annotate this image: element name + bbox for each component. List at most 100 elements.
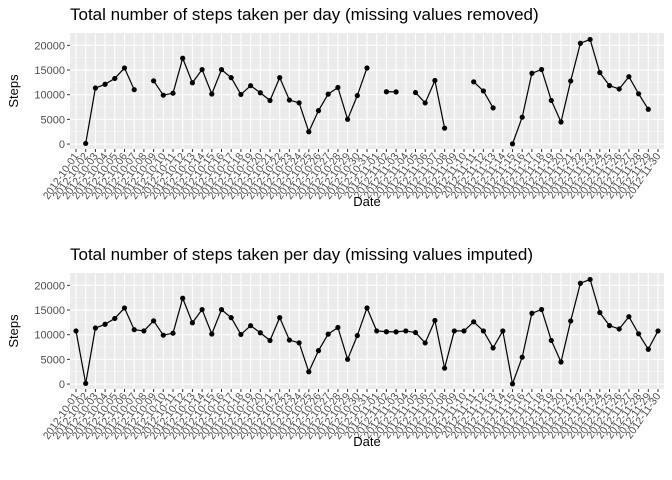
series-line-segment xyxy=(628,76,640,95)
data-point xyxy=(286,97,292,103)
series-line-segment xyxy=(356,307,368,336)
data-point xyxy=(374,328,380,334)
data-point xyxy=(509,381,516,387)
chart-panel-2: Total number of steps taken per day (mis… xyxy=(6,245,664,449)
series-line-segment xyxy=(434,320,446,369)
series-line-segment xyxy=(541,69,552,101)
data-point xyxy=(442,365,448,371)
data-point xyxy=(471,79,477,85)
data-point xyxy=(529,310,535,316)
data-point xyxy=(189,320,195,326)
data-point xyxy=(73,328,79,334)
data-point xyxy=(160,332,166,338)
series-line-segment xyxy=(75,330,87,384)
data-point xyxy=(141,328,147,334)
series-line-segment xyxy=(279,77,290,101)
chart-title: Total number of steps taken per day (mis… xyxy=(70,5,539,24)
data-point xyxy=(354,332,360,339)
data-point xyxy=(480,328,486,334)
y-tick-label: 5000 xyxy=(41,354,65,366)
data-point xyxy=(131,87,137,93)
y-axis-title: Steps xyxy=(6,74,21,108)
y-tick-label: 15000 xyxy=(34,305,65,317)
data-point xyxy=(364,305,370,311)
data-point xyxy=(112,315,118,322)
data-point xyxy=(364,65,370,71)
series-line-segment xyxy=(317,93,329,111)
data-point xyxy=(597,69,603,76)
data-point xyxy=(345,356,351,362)
series-line-segment xyxy=(560,320,572,363)
series-line-segment xyxy=(123,307,135,330)
data-point xyxy=(228,315,234,321)
data-point xyxy=(539,66,545,73)
series-line-segment xyxy=(482,330,494,349)
y-tick-label: 0 xyxy=(59,379,65,391)
series-line-segment xyxy=(570,283,581,322)
data-point xyxy=(519,114,525,120)
data-point xyxy=(257,330,263,336)
series-line-segment xyxy=(599,312,610,327)
chart-panel-1: Total number of steps taken per day (mis… xyxy=(6,5,664,209)
data-point xyxy=(548,97,554,104)
series-line-segment xyxy=(182,298,193,323)
data-point xyxy=(92,85,98,91)
series-line-segment xyxy=(366,307,378,332)
series-line-segment xyxy=(269,317,281,341)
data-point xyxy=(626,314,632,320)
data-point xyxy=(83,380,89,387)
series-line-segment xyxy=(482,90,494,109)
data-point xyxy=(412,329,419,336)
series-line-segment xyxy=(511,117,523,145)
data-point xyxy=(209,331,215,337)
data-point xyxy=(306,129,312,135)
data-point xyxy=(636,331,642,337)
data-point xyxy=(112,75,118,82)
data-point xyxy=(325,331,331,337)
series-line-segment xyxy=(444,330,455,369)
series-line-segment xyxy=(172,298,184,334)
y-tick-label: 20000 xyxy=(34,280,65,292)
data-point xyxy=(509,141,516,147)
data-point xyxy=(151,78,157,84)
data-point xyxy=(83,140,89,147)
series-line-segment xyxy=(638,93,649,110)
data-point xyxy=(432,77,438,84)
data-point xyxy=(354,92,360,99)
data-point xyxy=(335,324,341,331)
y-tick-label: 10000 xyxy=(34,330,65,342)
data-point xyxy=(286,337,292,343)
data-point xyxy=(296,100,302,106)
data-point xyxy=(306,369,312,375)
data-point xyxy=(180,295,186,301)
series-line-segment xyxy=(589,279,601,313)
y-tick-label: 20000 xyxy=(34,40,65,52)
y-tick-label: 15000 xyxy=(34,65,65,77)
data-point xyxy=(577,280,584,286)
series-line-segment xyxy=(201,309,213,335)
data-point xyxy=(393,329,399,335)
series-line-segment xyxy=(85,87,96,144)
data-point xyxy=(257,90,263,96)
data-point xyxy=(558,359,564,365)
data-point xyxy=(558,119,564,125)
series-line-segment xyxy=(618,316,630,330)
data-point xyxy=(335,84,341,91)
data-point xyxy=(626,74,632,80)
series-line-segment xyxy=(424,320,436,344)
data-point xyxy=(393,89,399,95)
series-line-segment xyxy=(269,77,281,101)
data-point xyxy=(606,83,613,89)
data-point xyxy=(209,91,215,97)
y-tick-label: 5000 xyxy=(41,114,65,126)
y-tick-label: 0 xyxy=(59,139,65,151)
data-point xyxy=(238,331,244,338)
x-axis-title: Date xyxy=(353,434,380,449)
data-point xyxy=(170,90,176,96)
series-line-segment xyxy=(618,76,630,90)
data-point xyxy=(121,305,128,311)
data-point xyxy=(238,91,244,98)
series-line-segment xyxy=(211,69,223,95)
data-point xyxy=(597,309,603,316)
data-point xyxy=(587,276,593,283)
